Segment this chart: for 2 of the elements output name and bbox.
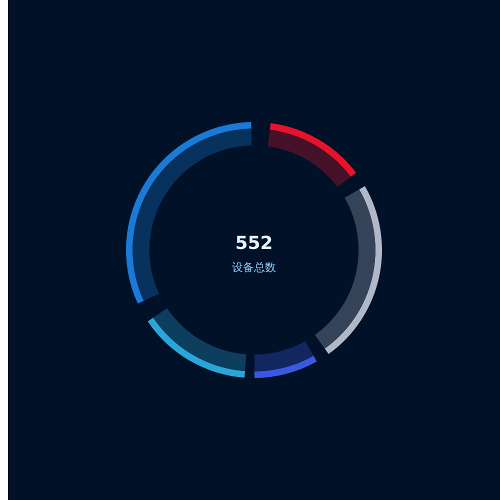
text: 552 — [234, 232, 274, 256]
text: 设备总数 — [231, 260, 277, 276]
